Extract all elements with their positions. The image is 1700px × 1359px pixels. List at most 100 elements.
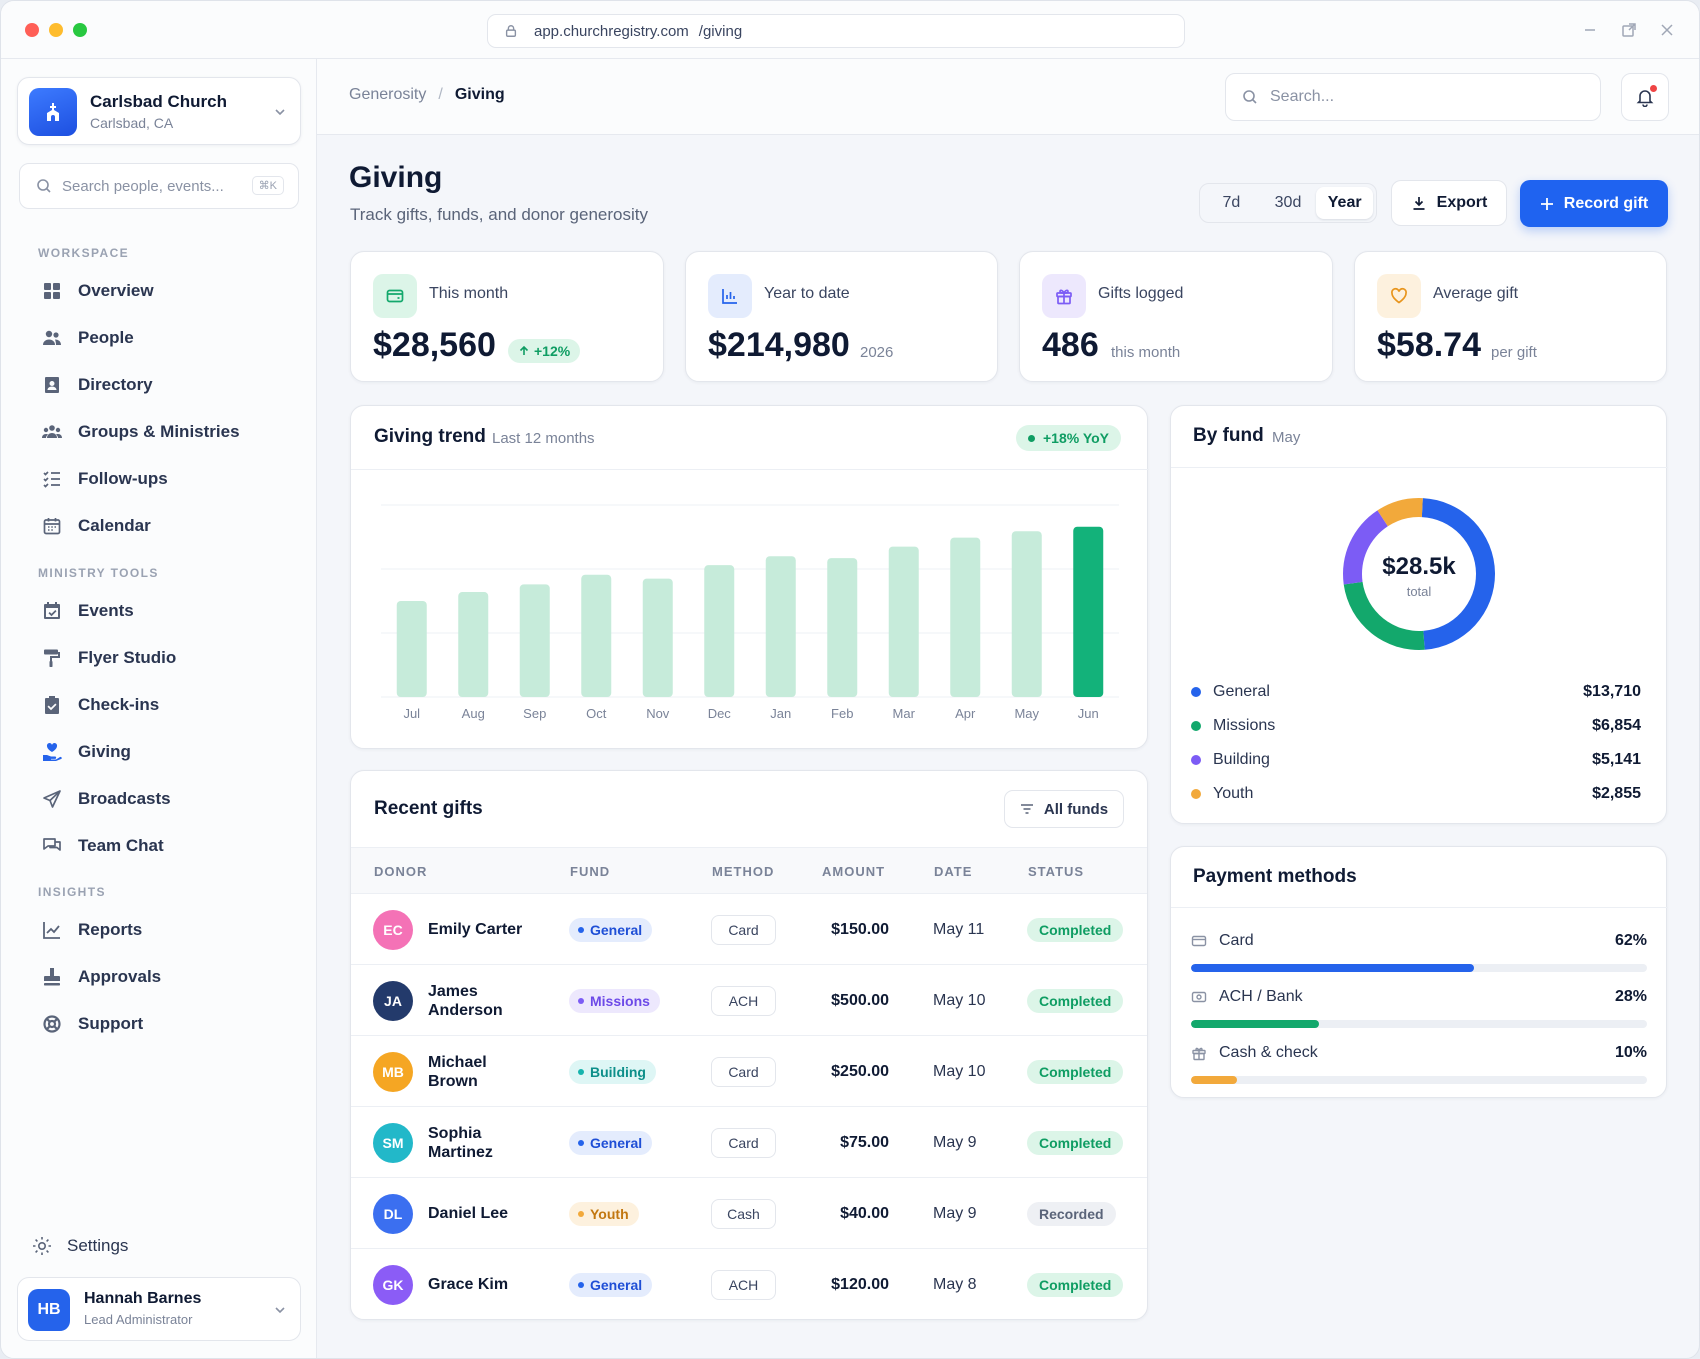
bar-jul[interactable] (396, 601, 427, 697)
sidebar-item-settings[interactable]: Settings (31, 1235, 128, 1257)
bar-jan[interactable] (765, 556, 796, 697)
legend-value: $2,855 (1592, 785, 1641, 802)
sidebar-item-label: Calendar (78, 516, 151, 535)
people-icon (41, 327, 63, 349)
by-fund-card: By fund May $28.5k total General $13,710 M… (1170, 405, 1668, 824)
sidebar-item-giving[interactable]: Giving (41, 739, 131, 765)
donut-slice-general[interactable] (1421, 498, 1495, 650)
donor-name[interactable]: James Anderson (428, 982, 503, 1019)
method-badge: ACH (711, 986, 776, 1016)
table-row[interactable]: JA James Anderson Missions ACH $500.00 May 10… (351, 964, 1147, 1035)
sidebar-item-people[interactable]: People (41, 325, 134, 351)
donor-name[interactable]: Grace Kim (428, 1276, 509, 1293)
sidebar-item-events[interactable]: Events (41, 598, 134, 624)
donut-slice-building[interactable] (1343, 510, 1388, 585)
yoy-dot (1028, 434, 1035, 442)
sidebar-item-follow-ups[interactable]: Follow-ups (41, 466, 168, 492)
divider (1171, 907, 1668, 908)
address-bar[interactable]: app.churchregistry.com /giving (487, 14, 1185, 48)
bar-may[interactable] (1011, 531, 1042, 697)
donor-name[interactable]: Daniel Lee (428, 1205, 509, 1222)
minimize-icon[interactable] (1581, 21, 1599, 39)
filter-icon (1020, 804, 1033, 814)
sidebar-item-reports[interactable]: Reports (41, 917, 142, 943)
table-row[interactable]: GK Grace Kim General ACH $120.00 May 8 Complet… (351, 1248, 1147, 1319)
bar-aug[interactable] (458, 592, 489, 697)
sidebar-item-overview[interactable]: Overview (41, 278, 154, 304)
sidebar-item-team-chat[interactable]: Team Chat (41, 833, 164, 859)
org-switcher[interactable]: Carlsbad Church Carlsbad, CA (17, 77, 301, 145)
record-gift-label: Record gift (1563, 194, 1649, 212)
minimize-window-button[interactable] (49, 23, 63, 37)
legend-value: $5,141 (1592, 751, 1641, 768)
table-row[interactable]: DL Daniel Lee Youth Cash $40.00 May 9 Recorded (351, 1177, 1147, 1248)
table-row[interactable]: MB Michael Brown Building Card $250.00 May 10… (351, 1035, 1147, 1106)
sidebar-item-label: Events (78, 601, 134, 620)
user-menu[interactable]: HB Hannah Barnes Lead Administrator (17, 1277, 301, 1341)
bar-jun[interactable] (1073, 526, 1104, 697)
bar-feb[interactable] (827, 558, 858, 697)
export-button[interactable]: Export (1391, 180, 1507, 226)
donut-slice-missions[interactable] (1343, 581, 1425, 650)
notification-dot (1650, 85, 1657, 92)
range-option-year[interactable]: Year (1316, 187, 1374, 219)
bar-oct[interactable] (581, 574, 612, 697)
search-placeholder: Search... (1270, 88, 1335, 105)
sidebar-search-input[interactable]: Search people, events... ⌘K (19, 163, 299, 209)
bar-mar[interactable] (888, 546, 919, 697)
heart-icon (1377, 274, 1421, 318)
maximize-window-button[interactable] (73, 23, 87, 37)
fund-badge: Missions (569, 989, 660, 1013)
search-input[interactable]: Search... (1225, 73, 1601, 121)
record-gift-button[interactable]: Record gift (1520, 180, 1668, 227)
sidebar-item-support[interactable]: Support (41, 1011, 143, 1037)
bar-sep[interactable] (519, 584, 550, 697)
sidebar-item-calendar[interactable]: Calendar (41, 513, 151, 539)
range-option-30d[interactable]: 30d (1274, 194, 1302, 211)
legend-label: General (1213, 683, 1270, 700)
range-option-7d[interactable]: 7d (1222, 194, 1241, 211)
bar-apr[interactable] (950, 537, 981, 697)
sidebar-item-groups[interactable]: Groups & Ministries (41, 419, 240, 445)
section-workspace: WORKSPACE (38, 246, 130, 260)
table-row[interactable]: EC Emily Carter General Card $150.00 May 11 Co… (351, 893, 1147, 964)
clipboard-check-icon (41, 694, 63, 716)
breadcrumb: Generosity / Giving (349, 86, 505, 104)
bar-dec[interactable] (704, 565, 735, 697)
column-header-date: DATE (934, 864, 973, 879)
fund-badge: General (569, 1131, 653, 1155)
sidebar-item-flyer-studio[interactable]: Flyer Studio (41, 645, 176, 671)
notifications-button[interactable] (1621, 73, 1669, 121)
donut-slice-youth[interactable] (1377, 498, 1423, 527)
card-title: Giving trend (374, 426, 486, 447)
sidebar-item-check-ins[interactable]: Check-ins (41, 692, 159, 718)
fund-label: Youth (590, 1206, 629, 1222)
x-tick-label: Jun (1078, 706, 1099, 721)
fund-label: General (590, 922, 643, 938)
fund-filter-button[interactable]: All funds (1004, 790, 1124, 828)
sidebar-item-label: Team Chat (78, 836, 164, 855)
status-badge: Completed (1027, 918, 1124, 942)
breadcrumb-parent[interactable]: Generosity (349, 86, 427, 103)
divider (351, 847, 1147, 848)
popout-icon[interactable] (1620, 21, 1638, 39)
x-tick-label: Nov (646, 706, 670, 721)
x-tick-label: Aug (462, 706, 485, 721)
close-icon[interactable] (1658, 21, 1676, 39)
sidebar-item-broadcasts[interactable]: Broadcasts (41, 786, 171, 812)
sidebar-item-label: Reports (78, 920, 143, 939)
table-row[interactable]: SM Sophia Martinez General Card $75.00 May 9 C… (351, 1106, 1147, 1177)
range-selector: 7d 30d Year (1199, 183, 1377, 223)
donor-name[interactable]: Emily Carter (428, 921, 523, 938)
sidebar-item-directory[interactable]: Directory (41, 372, 153, 398)
divider (351, 469, 1149, 470)
sidebar-item-approvals[interactable]: Approvals (41, 964, 161, 990)
bar-nov[interactable] (642, 578, 673, 697)
gift-date: May 9 (933, 1205, 977, 1222)
table-header (351, 848, 1147, 893)
close-window-button[interactable] (25, 23, 39, 37)
donor-name[interactable]: Michael Brown (428, 1053, 487, 1090)
gift-date: May 11 (933, 921, 985, 938)
donor-name[interactable]: Sophia Martinez (428, 1124, 493, 1161)
progress-track (1191, 1076, 1647, 1084)
